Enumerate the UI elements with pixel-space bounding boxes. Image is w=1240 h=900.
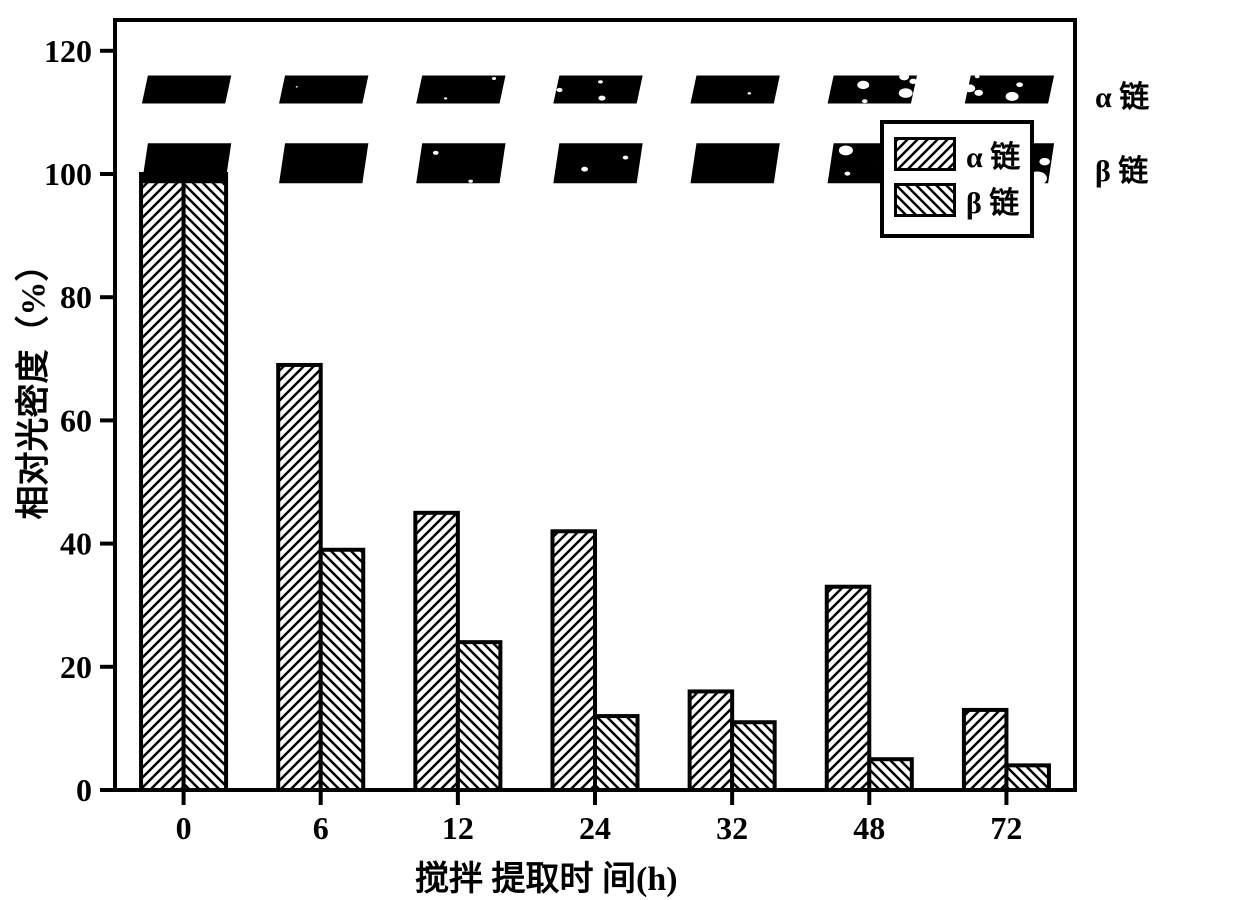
figure-root: 020406080100120061224324872 相对光密度（%） 搅拌 … xyxy=(0,0,1240,883)
chart-svg: 0 20 40 60 80 100 120 0 6 12 24 32 48 72 xyxy=(0,0,1240,883)
gel-row-label-beta: β 链 xyxy=(1095,146,1148,190)
svg-text:0: 0 xyxy=(76,772,92,808)
svg-text:6: 6 xyxy=(313,810,329,846)
svg-text:0: 0 xyxy=(176,810,192,846)
svg-text:120: 120 xyxy=(44,33,92,69)
legend-swatch-alpha xyxy=(894,137,956,171)
x-axis-title: 搅拌 提取时 间(h) xyxy=(415,851,678,900)
svg-text:60: 60 xyxy=(60,402,92,438)
svg-text:24: 24 xyxy=(579,810,611,846)
legend-row: α 链 xyxy=(894,132,1020,176)
svg-text:80: 80 xyxy=(60,279,92,315)
svg-text:100: 100 xyxy=(44,156,92,192)
legend-swatch-beta xyxy=(894,183,956,217)
svg-text:40: 40 xyxy=(60,526,92,562)
svg-text:48: 48 xyxy=(853,810,885,846)
svg-text:32: 32 xyxy=(716,810,748,846)
legend-row: β 链 xyxy=(894,178,1020,222)
y-axis-title: 相对光密度（%） xyxy=(6,300,55,520)
svg-text:12: 12 xyxy=(442,810,474,846)
svg-text:20: 20 xyxy=(60,649,92,685)
gel-row-label-alpha: α 链 xyxy=(1095,72,1149,116)
legend-label-alpha: α 链 xyxy=(966,132,1020,176)
svg-text:72: 72 xyxy=(990,810,1022,846)
legend: α 链 β 链 xyxy=(880,120,1034,238)
legend-label-beta: β 链 xyxy=(966,178,1019,222)
